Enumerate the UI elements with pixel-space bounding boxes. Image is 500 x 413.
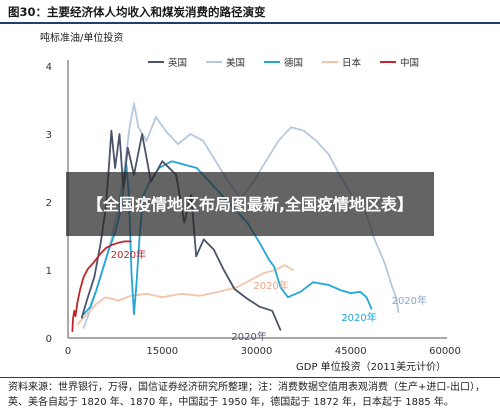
legend-label: 日本 [342, 57, 362, 69]
y-axis-label: 吨标准油/单位投资 [40, 31, 123, 44]
x-tick-label: 60000 [429, 346, 461, 357]
figure-title: 图30：主要经济体人均收入和煤炭消费的路径演变 [8, 5, 266, 19]
annotation-label: 2020年 [111, 248, 146, 261]
title-rule [0, 22, 500, 24]
x-axis-label: GDP 单位投资（2011美元计价） [296, 360, 446, 373]
x-tick-label: 45000 [335, 346, 367, 357]
series-line-3 [76, 264, 294, 326]
overlay-banner: 【全国疫情地区布局图最新,全国疫情地区表】 [66, 172, 434, 236]
legend-label: 中国 [400, 57, 419, 69]
x-tick-label: 30000 [241, 346, 273, 357]
y-tick-label: 4 [46, 62, 52, 73]
source-note: 资料来源：世界银行，万得，国信证券经济研究所整理；注：消费数据空值用表观消费（生… [8, 382, 485, 408]
legend-label: 德国 [284, 57, 303, 69]
legend: 英国 美国 德国 日本 中国 [148, 57, 419, 69]
bottom-rule [0, 377, 500, 378]
annotation-label: 2020年 [341, 311, 376, 324]
x-ticks: 0 15000 30000 45000 60000 [65, 346, 461, 357]
annotation-layer: 2020年 2020年 2020年 2020年 2020年 [111, 248, 427, 343]
x-tick-label: 15000 [146, 346, 178, 357]
y-tick-label: 2 [46, 198, 52, 209]
y-tick-label: 3 [46, 130, 52, 141]
y-tick-label: 0 [46, 334, 52, 345]
x-tick-label: 0 [65, 346, 71, 357]
y-tick-label: 1 [46, 266, 52, 277]
legend-label: 英国 [168, 57, 187, 69]
annotation-label: 2020年 [392, 294, 427, 307]
annotation-label: 2020年 [231, 330, 266, 343]
legend-label: 美国 [226, 57, 245, 69]
y-ticks: 0 1 2 3 4 [46, 62, 52, 345]
annotation-label: 2020年 [253, 279, 288, 292]
series-line-4 [71, 240, 132, 333]
